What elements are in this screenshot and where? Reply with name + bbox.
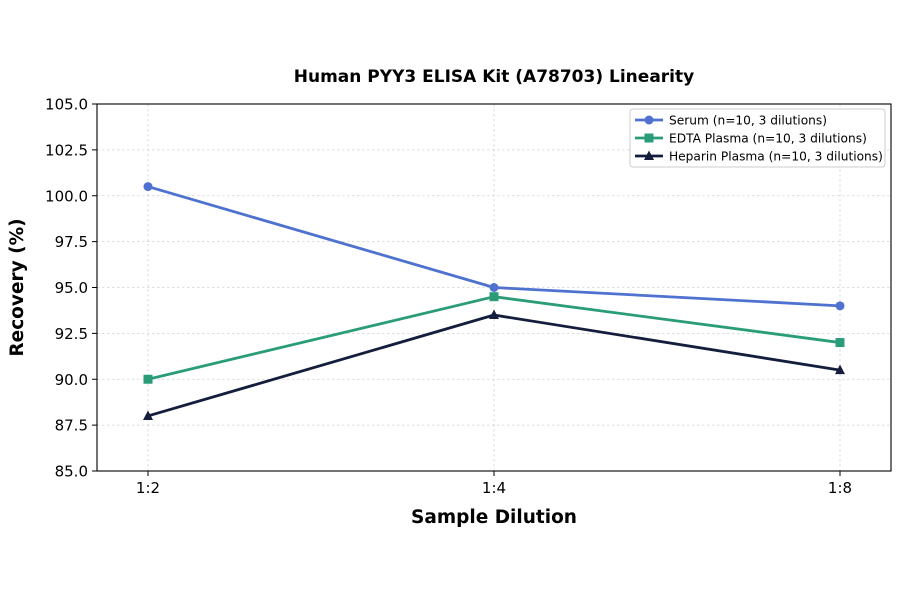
legend-marker: [644, 150, 654, 160]
data-point: [489, 283, 499, 292]
y-tick-label: 102.5: [45, 141, 88, 159]
series-layer: [143, 182, 845, 420]
x-tick-label: 1:8: [828, 479, 852, 497]
legend-entry: Heparin Plasma (n=10, 3 dilutions): [635, 149, 883, 163]
axis-ticks: 85.0 87.5 90.0 92.5 95.0 97.5 100.0 102.5 105.0 1…: [45, 96, 852, 498]
data-point: [143, 182, 153, 192]
y-axis-label: Recovery (%): [7, 218, 28, 356]
legend-entry: Serum (n=10, 3 dilutions): [635, 113, 827, 127]
y-tick-label: 105.0: [45, 96, 88, 114]
legend-entry: EDTA Plasma (n=10, 3 dilutions): [635, 131, 867, 145]
data-point: [835, 338, 845, 348]
legend-marker: [644, 115, 654, 125]
series-1: [143, 182, 845, 311]
data-point: [489, 309, 499, 320]
x-tick-label: 1:4: [482, 479, 506, 497]
y-tick-label: 85.0: [55, 463, 88, 481]
data-point: [143, 374, 153, 384]
y-tick-label: 97.5: [55, 233, 88, 251]
y-tick-label: 95.0: [55, 279, 88, 297]
y-tick-label: 92.5: [55, 325, 88, 343]
x-axis-label: Sample Dilution: [411, 507, 577, 528]
series-2: [143, 292, 845, 384]
y-tick-label: 90.0: [55, 371, 88, 389]
legend-label: Serum (n=10, 3 dilutions): [669, 113, 827, 127]
data-point: [835, 301, 845, 311]
data-point: [835, 364, 845, 375]
y-tick-label: 100.0: [45, 187, 88, 205]
y-tick-label: 87.5: [55, 417, 88, 435]
x-tick-label: 1:2: [136, 479, 160, 497]
chart-title: Human PYY3 ELISA Kit (A78703) Linearity: [294, 67, 694, 87]
data-point: [489, 292, 499, 302]
legend-box: [629, 108, 886, 168]
data-point: [143, 410, 153, 420]
legend-marker: [644, 133, 654, 143]
legend: Serum (n=10, 3 dilutions) EDTA Plasma (n=…: [629, 108, 886, 168]
legend-label: EDTA Plasma (n=10, 3 dilutions): [669, 131, 867, 145]
series-3: [143, 309, 845, 420]
legend-label: Heparin Plasma (n=10, 3 dilutions): [669, 149, 883, 163]
